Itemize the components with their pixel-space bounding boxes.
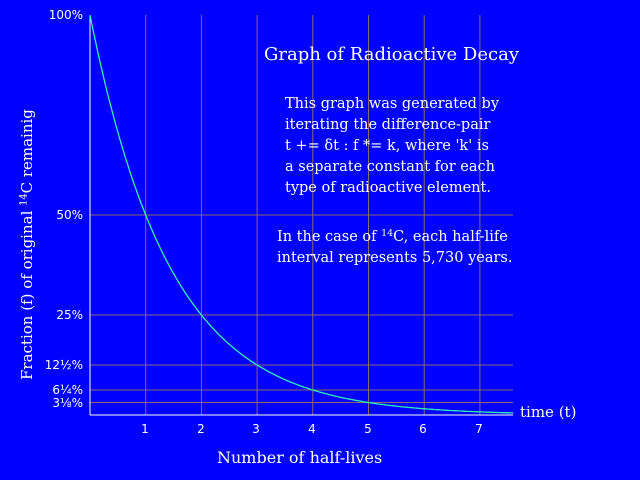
xtick-label-6: 6 [419,422,427,436]
xtick-label-2: 2 [197,422,205,436]
x-axis-label: Number of half-lives [217,448,383,467]
annotation-carbon14-line-2: interval represents 5,730 years. [277,250,513,266]
ytick-label-50: 50% [56,208,83,222]
y-axis-label-text: Fraction (f) of original [18,205,36,380]
isotope-superscript: 14 [18,193,30,206]
chart-title: Graph of Radioactive Decay [264,44,519,65]
xtick-label-5: 5 [364,422,372,436]
annotation-method-line: type of radioactive element. [285,180,491,196]
xtick-label-1: 1 [141,422,149,436]
time-axis-label: time (t) [520,403,577,421]
annotation-method-line: a separate constant for each [285,159,495,175]
annotation-carbon14-line-1: In the case of 14C, each half-life [277,227,512,248]
annotation-text: In the case of [277,229,382,245]
isotope-superscript: 14 [381,227,394,239]
xtick-label-3: 3 [252,422,260,436]
ytick-label-100: 100% [48,8,83,22]
ytick-label-25: 25% [56,308,83,322]
grid-lines [90,15,513,415]
decay-curve [89,14,514,414]
ytick-label-3-125: 3⅛% [52,396,83,410]
annotation-method: This graph was generated by iterating th… [285,94,499,199]
annotation-method-line: iterating the difference-pair [285,117,491,133]
xtick-label-7: 7 [475,422,483,436]
y-axis-label-text: C remainig [18,109,36,194]
annotation-method-line: This graph was generated by [285,96,500,112]
ytick-label-12-5: 12½% [44,358,83,372]
annotation-method-line: t += δt : f *= k, where 'k' is [285,138,489,154]
ytick-label-6-25: 6¼% [52,383,83,397]
annotation-text: C, each half-life [393,229,508,245]
annotation-carbon14: In the case of 14C, each half-life inter… [277,227,512,269]
xtick-label-4: 4 [308,422,316,436]
axes [89,15,513,416]
y-axis-label: Fraction (f) of original 14C remainig [18,109,36,380]
